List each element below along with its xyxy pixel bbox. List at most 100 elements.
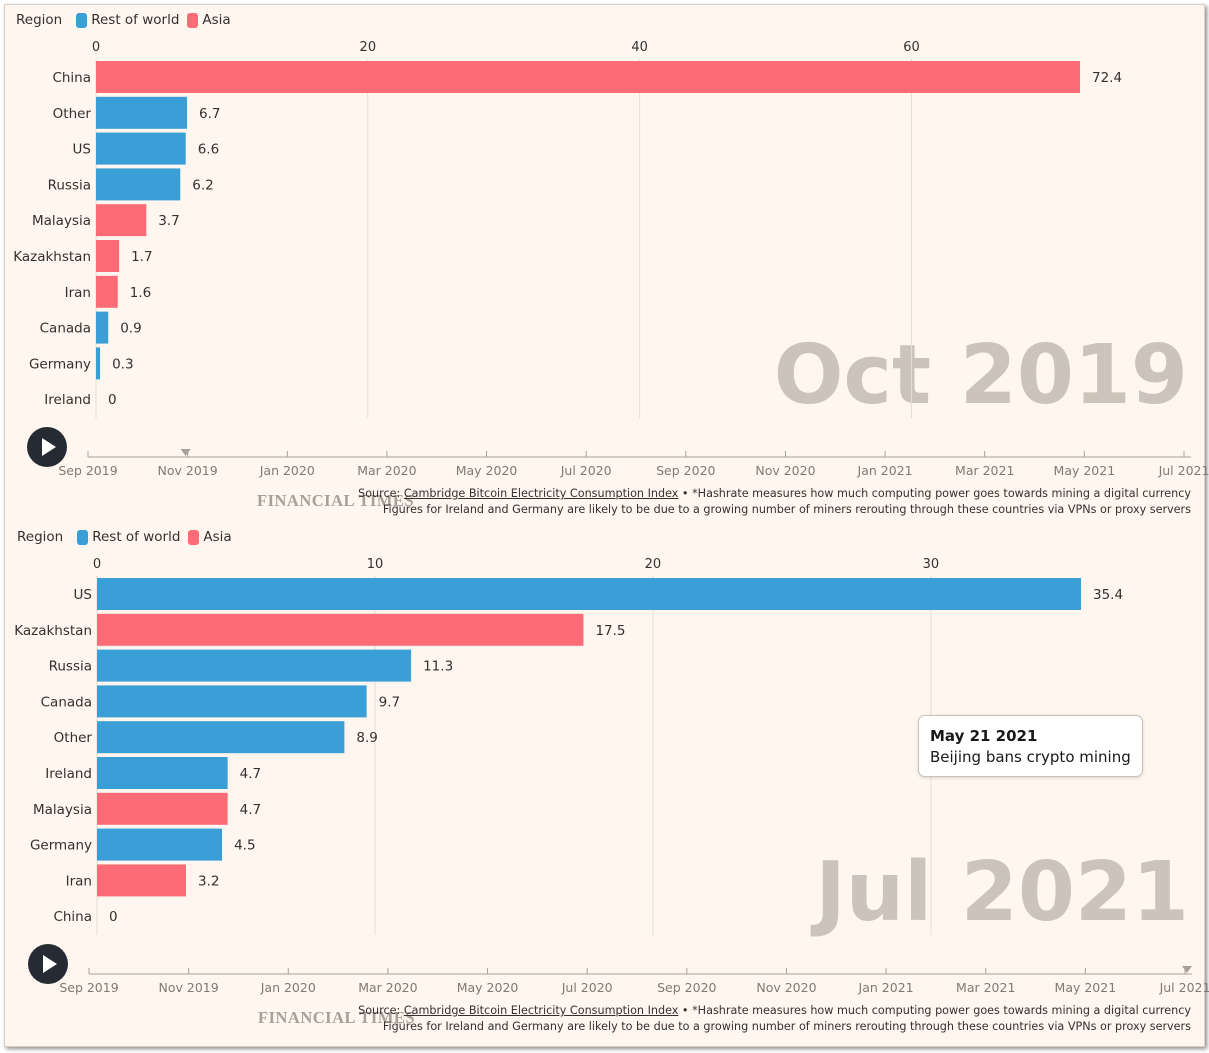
timeline-label: Mar 2020 [357, 463, 416, 478]
timeline-label: Sep 2020 [657, 980, 716, 995]
data-label: 3.7 [158, 213, 179, 229]
data-label: 0 [108, 392, 117, 408]
legend: Region Rest of world Asia [17, 529, 240, 545]
bar-chart: Jul 2021 0 10 20 30 US 35.4 Kazakhstan 17.5 Russi… [14, 557, 1209, 995]
timeline-label: Jan 2020 [260, 980, 316, 995]
source-link[interactable]: Cambridge Bitcoin Electricity Consumptio… [403, 487, 679, 500]
legend-label: Rest of world [92, 529, 181, 545]
legend-swatch-asia [188, 529, 200, 545]
category-label: Kazakhstan [13, 249, 91, 265]
timeline-label: Sep 2019 [58, 463, 117, 478]
timeline-handle[interactable] [180, 449, 191, 456]
category-label: Russia [49, 659, 92, 675]
source-note-line2: Figures for Ireland and Germany are like… [382, 503, 1191, 516]
x-tick-label: 60 [903, 40, 920, 55]
chart-frame [4, 4, 1205, 1047]
x-tick-label: 20 [645, 557, 662, 572]
annotation-tooltip: May 21 2021 Beijing bans crypto mining [918, 715, 1143, 777]
legend-item-asia[interactable]: Asia [187, 12, 231, 28]
legend-label: Asia [203, 529, 232, 545]
ft-logo: FINANCIAL TIMES [258, 1008, 416, 1027]
category-label: Iran [65, 285, 91, 301]
legend-item-rest-of-world[interactable]: Rest of world [77, 529, 180, 545]
x-tick-label: 10 [367, 557, 384, 572]
bar [96, 204, 147, 237]
category-label: US [74, 587, 92, 603]
category-label: Other [54, 730, 93, 746]
category-label: Germany [30, 838, 92, 854]
timeline-label: Sep 2019 [59, 980, 118, 995]
play-icon [43, 955, 57, 973]
category-label: Canada [41, 694, 92, 710]
data-label: 11.3 [423, 659, 453, 675]
bar [97, 721, 345, 754]
timeline-label: Nov 2020 [755, 463, 815, 478]
legend-label: Asia [202, 12, 231, 28]
bar [97, 757, 228, 789]
timeline-label: May 2020 [457, 980, 519, 995]
category-label: Canada [40, 321, 91, 337]
data-label: 4.7 [240, 766, 261, 782]
source-note-line2: Figures for Ireland and Germany are like… [382, 1020, 1191, 1033]
bar [97, 578, 1081, 610]
timeline-label: Nov 2020 [756, 980, 816, 995]
chart-panel-jul-2021: Region Rest of world Asia Jul 2021 0 10 20 3… [0, 517, 1209, 1034]
category-label: China [53, 909, 92, 925]
bar [96, 275, 118, 308]
play-button[interactable] [28, 944, 68, 984]
data-label: 9.7 [379, 694, 400, 710]
x-tick-label: 0 [93, 557, 101, 572]
data-label: 1.6 [130, 285, 151, 301]
category-label: Germany [29, 356, 91, 372]
x-tick-label: 30 [923, 557, 940, 572]
timeline-label: Jul 2020 [560, 463, 612, 478]
timeline-label: Jul 2021 [1159, 980, 1209, 995]
data-label: 0.3 [112, 356, 133, 372]
bar [96, 347, 101, 380]
legend-item-rest-of-world[interactable]: Rest of world [76, 12, 179, 28]
legend-label: Rest of world [91, 12, 180, 28]
source-link[interactable]: Cambridge Bitcoin Electricity Consumptio… [403, 1004, 679, 1017]
timeline-label: Mar 2020 [358, 980, 417, 995]
x-tick-label: 0 [92, 40, 100, 55]
legend-swatch-rest-of-world [76, 12, 88, 28]
timeline-label: Mar 2021 [956, 980, 1015, 995]
bar-chart: Oct 2019 0 20 40 60 China 72.4 Other 6.7 US 6.6 Rus… [13, 40, 1209, 478]
category-label: Other [53, 106, 92, 122]
timeline-label: Nov 2019 [159, 980, 219, 995]
bar [97, 613, 584, 646]
data-label: 35.4 [1093, 587, 1123, 603]
bar [96, 240, 120, 272]
data-label: 6.6 [198, 142, 219, 158]
category-label: Malaysia [33, 802, 92, 818]
timeline-label: May 2020 [456, 463, 518, 478]
category-label: Ireland [44, 392, 91, 408]
timeline-label: Jul 2021 [1158, 463, 1209, 478]
source-hashrate-note: • *Hashrate measures how much computing … [678, 1004, 1191, 1017]
play-button[interactable] [27, 427, 67, 467]
data-label: 0.9 [120, 321, 141, 337]
bar [96, 168, 181, 201]
bar [96, 61, 1080, 93]
legend-title: Region [16, 12, 63, 28]
legend-item-asia[interactable]: Asia [188, 529, 232, 545]
legend-swatch-asia [187, 12, 199, 28]
bar [96, 96, 188, 129]
category-label: Kazakhstan [14, 623, 92, 639]
data-label: 8.9 [356, 730, 377, 746]
timeline-label: Jan 2021 [857, 463, 913, 478]
legend-title: Region [17, 529, 64, 545]
timeline-label: May 2021 [1055, 980, 1117, 995]
timeline-label: Sep 2020 [656, 463, 715, 478]
timeline-label: Jul 2020 [561, 980, 613, 995]
data-label: 4.5 [234, 838, 255, 854]
timeline-handle[interactable] [1182, 966, 1192, 973]
data-label: 0 [109, 909, 118, 925]
data-label: 1.7 [131, 249, 152, 265]
bar [97, 828, 223, 861]
bar [97, 685, 367, 718]
x-tick-label: 40 [631, 40, 648, 55]
timeline-label: Jan 2020 [259, 463, 315, 478]
bar [97, 864, 186, 897]
chart-panel-oct-2019: Region Rest of world Asia Oct 2019 0 20 40 6… [0, 0, 1209, 517]
